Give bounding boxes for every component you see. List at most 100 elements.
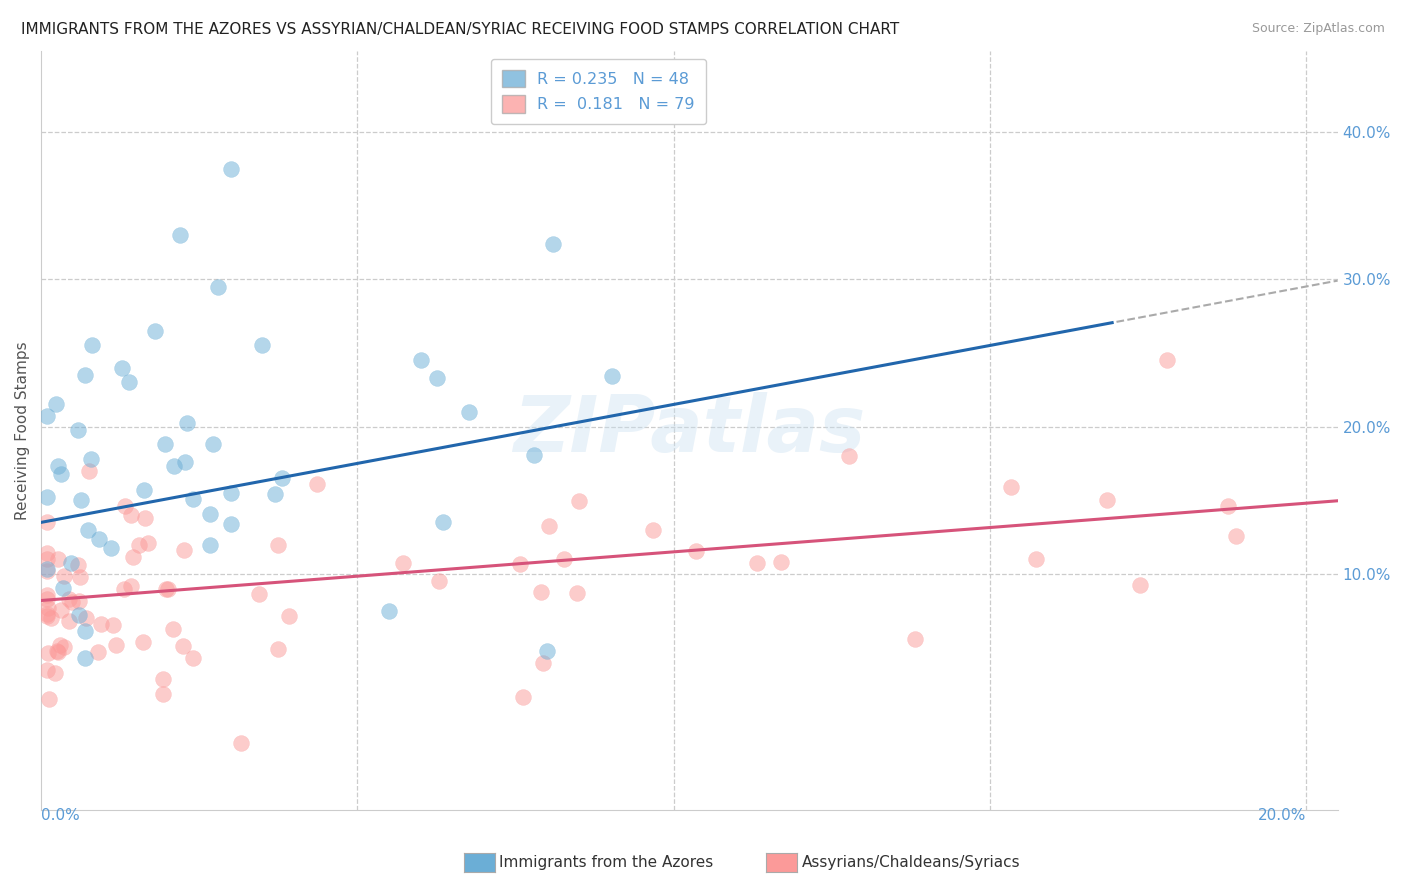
Point: [685, 543, 707, 558]
Point: [114, 499, 136, 513]
Point: [70, 493, 93, 508]
Point: [252, 338, 274, 352]
Point: [128, 538, 150, 552]
Point: [37, 409, 59, 423]
Point: [120, 579, 142, 593]
Point: [120, 508, 142, 522]
Point: [172, 639, 194, 653]
Point: [75, 651, 97, 665]
Point: [538, 519, 561, 533]
Point: [201, 437, 224, 451]
Point: [60, 595, 83, 609]
Point: [602, 369, 624, 384]
Point: [512, 690, 534, 705]
Point: [111, 361, 134, 376]
Point: [73, 624, 96, 639]
Point: [37, 564, 59, 578]
Point: [747, 556, 769, 570]
Point: [89, 533, 111, 547]
Point: [458, 405, 481, 419]
Point: [46, 644, 69, 658]
Point: [553, 552, 575, 566]
Point: [52, 640, 75, 654]
Legend: R = 0.235   N = 48, R =  0.181   N = 79: R = 0.235 N = 48, R = 0.181 N = 79: [491, 59, 706, 124]
Point: [169, 227, 191, 242]
Point: [198, 539, 221, 553]
Point: [90, 617, 112, 632]
Point: [267, 642, 290, 657]
Text: ZIPatlas: ZIPatlas: [513, 392, 866, 468]
Point: [1095, 493, 1118, 508]
Point: [37, 607, 59, 621]
Point: [207, 279, 229, 293]
Point: [46, 645, 69, 659]
Point: [80, 338, 103, 352]
Point: [45, 397, 67, 411]
Point: [46, 552, 69, 566]
Point: [307, 477, 329, 491]
Point: [271, 471, 294, 485]
Text: Immigrants from the Azores: Immigrants from the Azores: [499, 855, 713, 870]
Point: [86, 645, 108, 659]
Point: [565, 585, 588, 599]
Point: [104, 638, 127, 652]
Point: [181, 651, 204, 665]
Point: [162, 622, 184, 636]
Point: [530, 584, 553, 599]
Point: [427, 574, 450, 589]
Point: [523, 448, 546, 462]
Point: [39, 611, 62, 625]
Text: Assyrians/Chaldeans/Syriacs: Assyrians/Chaldeans/Syriacs: [801, 855, 1019, 870]
Point: [536, 643, 558, 657]
Point: [229, 736, 252, 750]
Point: [118, 375, 141, 389]
Point: [155, 582, 177, 596]
Point: [44, 665, 66, 680]
Point: [1129, 577, 1152, 591]
Point: [37, 515, 59, 529]
Point: [75, 368, 97, 382]
Point: [75, 611, 97, 625]
Point: [67, 558, 90, 572]
Point: [163, 458, 186, 473]
Point: [432, 516, 454, 530]
Point: [643, 524, 665, 538]
Text: 0.0%: 0.0%: [41, 808, 80, 823]
Point: [112, 582, 135, 596]
Point: [37, 608, 59, 623]
Point: [38, 691, 60, 706]
Point: [66, 423, 89, 437]
Point: [49, 467, 72, 482]
Point: [46, 459, 69, 474]
Point: [58, 592, 80, 607]
Text: Source: ZipAtlas.com: Source: ZipAtlas.com: [1251, 22, 1385, 36]
Point: [247, 586, 270, 600]
Point: [37, 588, 59, 602]
Point: [37, 562, 59, 576]
Point: [100, 541, 122, 555]
Point: [37, 546, 59, 560]
Point: [266, 538, 288, 552]
Point: [1025, 552, 1047, 566]
Point: [1216, 499, 1239, 513]
Point: [409, 353, 432, 368]
Point: [509, 558, 531, 572]
Point: [278, 608, 301, 623]
Point: [176, 416, 198, 430]
Point: [37, 601, 59, 615]
Y-axis label: Receiving Food Stamps: Receiving Food Stamps: [15, 341, 30, 519]
Point: [52, 569, 75, 583]
Point: [157, 582, 180, 596]
Point: [1156, 353, 1178, 368]
Point: [426, 371, 449, 385]
Point: [219, 161, 242, 176]
Point: [1000, 480, 1022, 494]
Point: [769, 556, 792, 570]
Point: [904, 632, 927, 646]
Point: [541, 236, 564, 251]
Point: [378, 604, 401, 618]
Point: [838, 450, 860, 464]
Point: [143, 324, 166, 338]
Point: [173, 543, 195, 558]
Point: [122, 550, 145, 565]
